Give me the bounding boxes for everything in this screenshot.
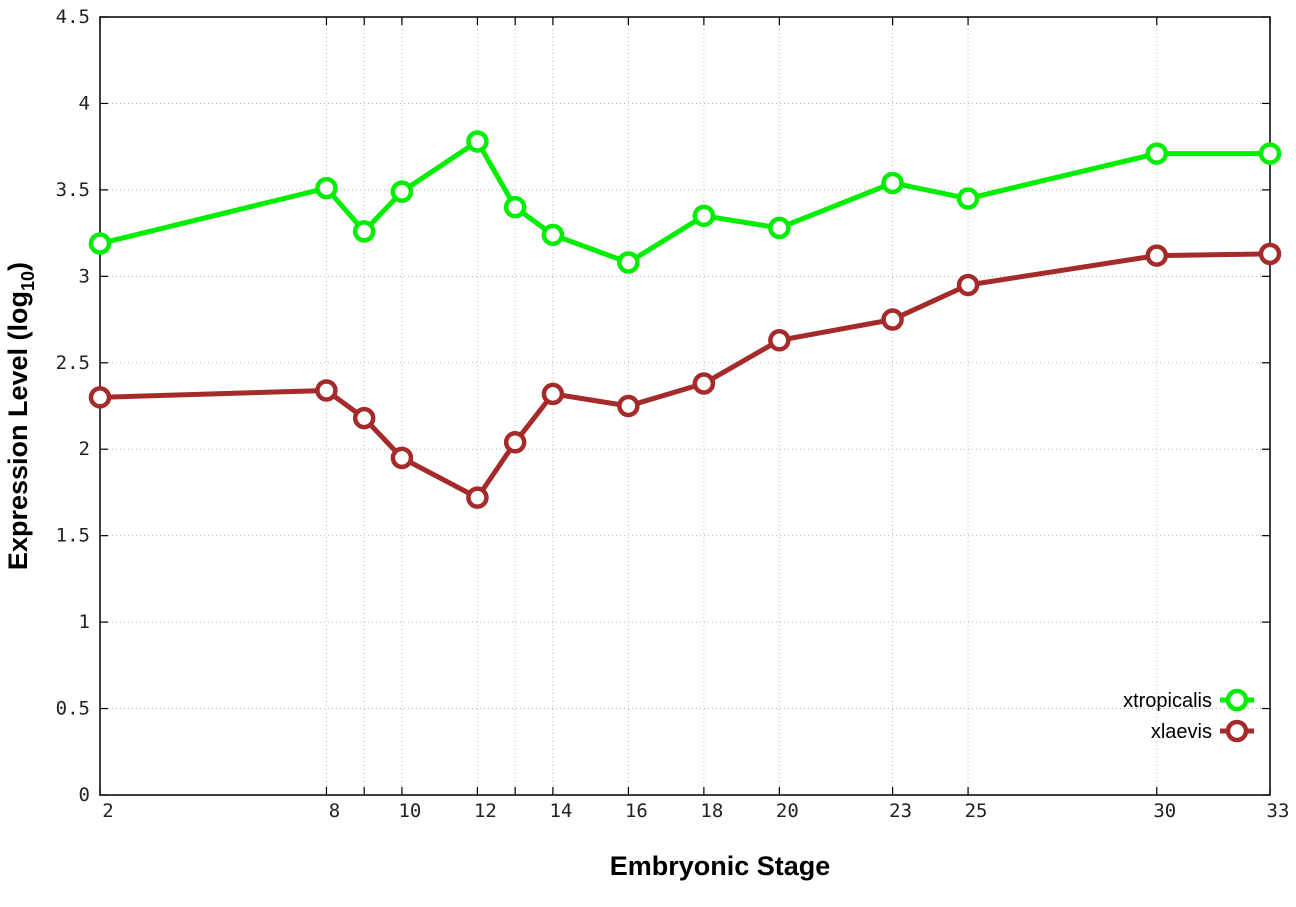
- data-point-xlaevis: [768, 329, 791, 352]
- legend-item-xlaevis: xlaevis: [1151, 719, 1254, 743]
- data-point-xlaevis: [881, 308, 904, 331]
- x-tick-label: 16: [625, 800, 648, 822]
- x-tick-label: 33: [1267, 800, 1290, 822]
- data-point-xlaevis: [352, 406, 376, 430]
- data-point-xtropicalis: [390, 180, 414, 203]
- data-point-xlaevis: [503, 431, 527, 454]
- data-point-xtropicalis: [1145, 142, 1169, 165]
- x-tick-label: 23: [889, 800, 912, 822]
- data-point-xlaevis: [315, 379, 338, 402]
- data-point-xlaevis: [1145, 244, 1169, 267]
- y-axis-title-subscript: 10: [18, 271, 38, 291]
- legend-label: xtropicalis: [1123, 690, 1212, 712]
- y-tick-label: 4.5: [56, 6, 90, 28]
- x-tick-label: 30: [1153, 800, 1176, 822]
- legend: xtropicalis xlaevis: [1123, 688, 1254, 743]
- data-point-xtropicalis: [466, 130, 489, 153]
- y-tick-label: 0: [79, 784, 90, 806]
- data-point-xtropicalis: [617, 251, 640, 274]
- plot-frame: [99, 16, 1271, 796]
- series-line-xtropicalis: [99, 138, 1270, 266]
- grid-lines: [100, 17, 1270, 795]
- legend-item-xtropicalis: xtropicalis: [1123, 688, 1254, 712]
- x-tick-label: 14: [549, 800, 572, 822]
- y-tick-label: 2: [79, 438, 90, 460]
- x-axis-title: Embryonic Stage: [610, 851, 831, 881]
- data-point-xtropicalis: [503, 195, 527, 219]
- y-tick-label: 3: [79, 265, 90, 287]
- data-point-xlaevis: [541, 382, 565, 406]
- y-axis-title-main: Expression Level (log: [3, 291, 33, 570]
- data-point-xtropicalis: [541, 223, 565, 247]
- x-tick-label: 18: [700, 800, 723, 822]
- data-point-xtropicalis: [881, 171, 904, 195]
- y-tick-label: 1: [79, 611, 90, 633]
- data-point-xtropicalis: [352, 220, 376, 243]
- data-point-xtropicalis: [88, 232, 112, 255]
- y-tick-label: 2.5: [56, 352, 90, 374]
- data-point-xlaevis: [390, 446, 414, 470]
- series-layer: [88, 130, 1282, 509]
- y-axis-title: Expression Level (log10): [3, 262, 38, 570]
- x-tick-label: 20: [776, 800, 799, 822]
- x-tick-label: 8: [329, 800, 340, 822]
- y-tick-label: 4: [79, 92, 90, 114]
- data-point-xlaevis: [692, 372, 716, 395]
- data-point-xlaevis: [88, 386, 112, 409]
- legend-label: xlaevis: [1151, 721, 1212, 743]
- y-axis-ticks: 0 0.5 1 1.5 2 2.5 3 3.5 4 4.5: [56, 6, 1270, 806]
- data-point-xtropicalis: [692, 204, 716, 228]
- series-line-xlaevis: [99, 251, 1271, 501]
- data-point-xtropicalis: [1258, 142, 1282, 165]
- y-tick-label: 3.5: [56, 179, 90, 201]
- y-tick-label: 0.5: [56, 698, 90, 720]
- data-point-xlaevis: [466, 486, 489, 509]
- series-xtropicalis: [88, 130, 1282, 274]
- legend-marker-swatch: [1225, 688, 1249, 712]
- x-tick-label: 25: [965, 800, 988, 822]
- data-point-xlaevis: [1258, 242, 1282, 266]
- x-tick-label: 10: [398, 800, 421, 822]
- x-tick-label: 12: [474, 800, 497, 822]
- legend-marker-swatch: [1225, 719, 1249, 743]
- series-xlaevis: [88, 242, 1282, 509]
- data-point-xlaevis: [617, 394, 640, 418]
- y-axis-title-close: ): [3, 262, 33, 271]
- x-tick-label: 2: [102, 800, 113, 822]
- data-point-xtropicalis: [768, 216, 791, 240]
- data-point-xtropicalis: [956, 187, 980, 210]
- x-axis-ticks: 2 8 10 12 14 16 18 20 23 25 30 33: [99, 17, 1290, 822]
- data-point-xtropicalis: [315, 176, 338, 200]
- data-point-xlaevis: [956, 273, 980, 297]
- y-tick-label: 1.5: [56, 525, 90, 547]
